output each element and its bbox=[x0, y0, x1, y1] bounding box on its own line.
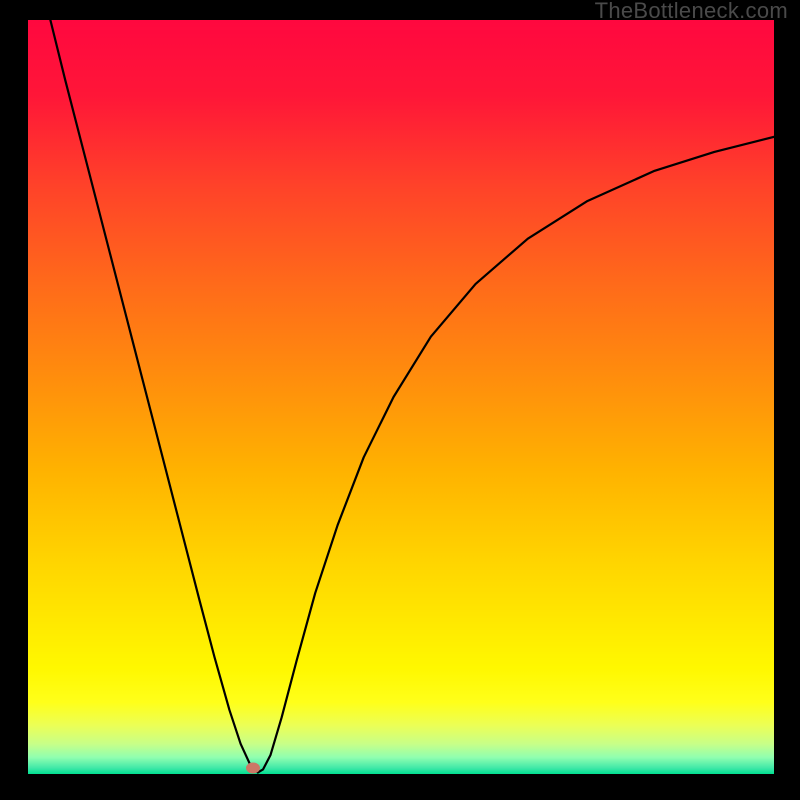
bottleneck-curve bbox=[28, 20, 774, 774]
optimum-marker bbox=[246, 762, 260, 773]
plot-area bbox=[28, 20, 774, 774]
watermark-text: TheBottleneck.com bbox=[595, 0, 788, 24]
